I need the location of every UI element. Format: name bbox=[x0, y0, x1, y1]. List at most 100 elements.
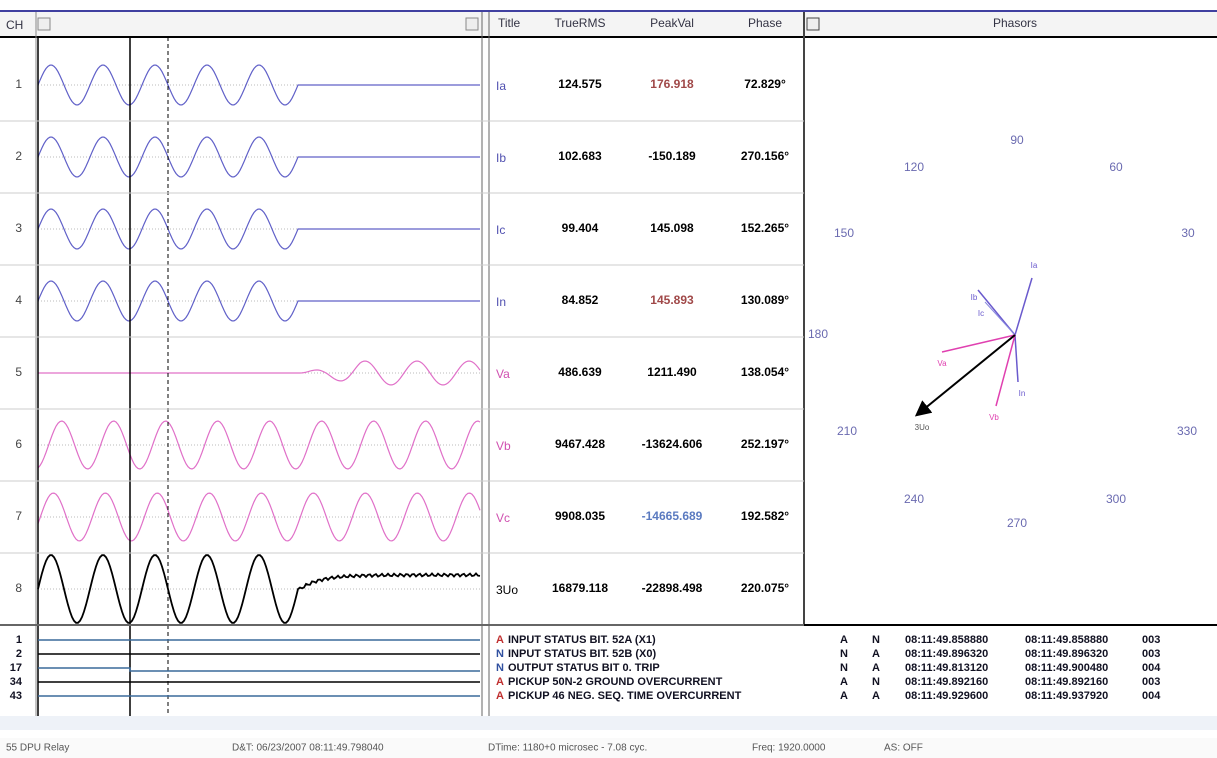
peakval: -13624.606 bbox=[642, 437, 703, 451]
phasor-diagram bbox=[914, 277, 1033, 417]
peakval: -14665.689 bbox=[642, 509, 703, 523]
truerms: 486.639 bbox=[558, 365, 602, 379]
status-device: 55 DPU Relay bbox=[6, 743, 69, 754]
channel-number: 3 bbox=[15, 221, 22, 235]
digital-time2: 08:11:49.892160 bbox=[1025, 676, 1108, 688]
peakval: -22898.498 bbox=[642, 581, 703, 595]
waveform bbox=[37, 136, 480, 178]
truerms: 9467.428 bbox=[555, 437, 605, 451]
phasor-arrow bbox=[914, 334, 1016, 417]
peakval: -150.189 bbox=[648, 149, 696, 163]
phasor-angle: 60 bbox=[1109, 160, 1123, 174]
peakval: 176.918 bbox=[650, 77, 694, 91]
phasor-angle: 180 bbox=[808, 327, 828, 341]
channel-number: 2 bbox=[15, 149, 22, 163]
digital-time2: 08:11:49.896320 bbox=[1025, 648, 1108, 660]
phasor-label: Ic bbox=[978, 309, 984, 318]
phasor-angle: 300 bbox=[1106, 492, 1126, 506]
channel-title: Ic bbox=[496, 223, 505, 237]
phasors-header: Phasors bbox=[993, 16, 1037, 30]
digital-number: 17 bbox=[10, 662, 22, 674]
waveform bbox=[37, 64, 480, 106]
digital-trace bbox=[38, 667, 480, 672]
title-header: Title bbox=[498, 16, 521, 30]
channel-number: 4 bbox=[15, 293, 22, 307]
status-bar bbox=[0, 738, 1217, 758]
phasor-arrow bbox=[1014, 277, 1033, 336]
waveform bbox=[37, 554, 481, 624]
phasor-angle: 120 bbox=[904, 160, 924, 174]
phase: 130.089° bbox=[741, 293, 789, 307]
phasor-label: Vb bbox=[989, 413, 999, 422]
digital-number: 1 bbox=[16, 634, 22, 646]
digital-label: OUTPUT STATUS BIT 0. TRIP bbox=[508, 662, 660, 674]
channel-title: Ia bbox=[496, 79, 506, 93]
digital-col1: N bbox=[840, 662, 848, 674]
channel-title: 3Uo bbox=[496, 583, 518, 597]
phasor-label: In bbox=[1019, 389, 1026, 398]
waveform bbox=[38, 360, 481, 386]
truerms: 16879.118 bbox=[552, 581, 608, 595]
waveform bbox=[37, 492, 481, 542]
h-scrollbar[interactable] bbox=[0, 716, 1217, 730]
phase: 220.075° bbox=[741, 581, 789, 595]
digital-state: A bbox=[496, 676, 504, 688]
digital-time1: 08:11:49.813120 bbox=[905, 662, 988, 674]
phasor-label: Ib bbox=[971, 293, 978, 302]
scroll-left[interactable] bbox=[37, 17, 51, 31]
waveform bbox=[37, 208, 480, 250]
phasor-label: Ia bbox=[1031, 261, 1038, 270]
digital-state: A bbox=[496, 634, 504, 646]
digital-label: INPUT STATUS BIT. 52A (X1) bbox=[508, 634, 656, 646]
digital-state: A bbox=[496, 690, 504, 702]
peakval: 1211.490 bbox=[647, 365, 697, 379]
digital-col2: A bbox=[872, 648, 880, 660]
top-border bbox=[0, 10, 1217, 12]
phasor-angle: 90 bbox=[1010, 133, 1024, 147]
phase: 270.156° bbox=[741, 149, 789, 163]
digital-number: 2 bbox=[16, 648, 22, 660]
digital-time1: 08:11:49.929600 bbox=[905, 690, 988, 702]
channel-number: 8 bbox=[15, 581, 22, 595]
peakval-header: PeakVal bbox=[650, 16, 694, 30]
truerms: 84.852 bbox=[562, 293, 599, 307]
truerms: 99.404 bbox=[562, 221, 599, 235]
digital-time2: 08:11:49.900480 bbox=[1025, 662, 1108, 674]
truerms: 102.683 bbox=[558, 149, 602, 163]
digital-state: N bbox=[496, 662, 504, 674]
phasor-arrow bbox=[1014, 334, 1019, 383]
phasor-angle: 30 bbox=[1181, 226, 1195, 240]
digital-state: N bbox=[496, 648, 504, 660]
status-freq: Freq: 1920.0000 bbox=[752, 743, 826, 754]
channel-title: Ib bbox=[496, 151, 506, 165]
phasor-toggle[interactable] bbox=[806, 17, 820, 31]
phasor-arrow bbox=[995, 334, 1016, 407]
phase: 138.054° bbox=[741, 365, 789, 379]
digital-count: 003 bbox=[1142, 634, 1160, 646]
phase: 252.197° bbox=[741, 437, 789, 451]
digital-label: INPUT STATUS BIT. 52B (X0) bbox=[508, 648, 656, 660]
truerms-header: TrueRMS bbox=[555, 16, 606, 30]
digital-col2: A bbox=[872, 690, 880, 702]
digital-col2: N bbox=[872, 676, 880, 688]
channel-number: 6 bbox=[15, 437, 22, 451]
scroll-right[interactable] bbox=[465, 17, 479, 31]
channel-title: Va bbox=[496, 367, 510, 381]
phase-header: Phase bbox=[748, 16, 782, 30]
digital-number: 43 bbox=[10, 690, 22, 702]
phasor-angle: 270 bbox=[1007, 516, 1027, 530]
waveform bbox=[37, 280, 480, 322]
digital-col1: N bbox=[840, 648, 848, 660]
digital-count: 003 bbox=[1142, 676, 1160, 688]
digital-col1: A bbox=[840, 676, 848, 688]
phasor-arrow bbox=[941, 334, 1016, 353]
digital-time2: 08:11:49.858880 bbox=[1025, 634, 1108, 646]
channel-title: In bbox=[496, 295, 506, 309]
phasor-angle: 210 bbox=[837, 424, 857, 438]
digital-time1: 08:11:49.892160 bbox=[905, 676, 988, 688]
phase: 72.829° bbox=[744, 77, 786, 91]
phasor-label: 3Uo bbox=[915, 423, 930, 432]
digital-time1: 08:11:49.858880 bbox=[905, 634, 988, 646]
